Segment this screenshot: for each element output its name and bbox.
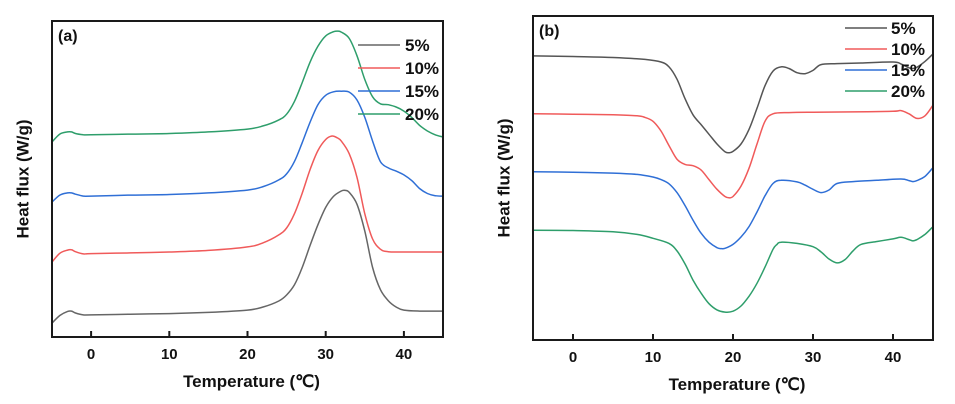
axes-frame-b: [532, 15, 934, 341]
legend-label: 20%: [891, 82, 925, 101]
series-line-10pct-b: [533, 104, 933, 199]
x-tick-label: 0: [87, 346, 95, 363]
x-ticks-b: 0 10 20 30 40: [569, 334, 902, 366]
legend-label: 15%: [405, 82, 439, 101]
legend-a: 5% 10% 15% 20%: [358, 36, 439, 124]
series-line-20pct-b: [533, 225, 933, 313]
series-line-5pct-b: [533, 53, 933, 154]
x-axis-label-a: Temperature (℃): [183, 372, 320, 391]
legend-label: 5%: [891, 19, 916, 38]
x-tick-label: 40: [396, 346, 413, 363]
chart-panel-a: 0 10 20 30 40 (a) Temperature (℃) Heat flux …: [13, 20, 444, 391]
curves-b: [533, 53, 933, 313]
legend-b: 5% 10% 15% 20%: [845, 19, 925, 101]
y-axis-label-a: Heat flux (W/g): [13, 120, 32, 239]
legend-label: 15%: [891, 61, 925, 80]
x-tick-label: 10: [161, 346, 178, 363]
x-tick-label: 40: [885, 349, 902, 366]
x-tick-label: 0: [569, 349, 577, 366]
curves-a: [52, 30, 443, 324]
x-axis-label-b: Temperature (℃): [669, 375, 806, 394]
x-tick-label: 20: [239, 346, 256, 363]
y-axis-label-b: Heat flux (W/g): [494, 119, 513, 238]
legend-label: 5%: [405, 36, 430, 55]
plot-area-b: [533, 53, 933, 313]
x-ticks-a: 0 10 20 30 40: [87, 331, 412, 363]
legend-label: 10%: [405, 59, 439, 78]
series-line-15pct-b: [533, 166, 933, 250]
panel-label-b: (b): [539, 23, 559, 40]
series-line-15pct-a: [52, 90, 443, 203]
x-tick-label: 30: [805, 349, 822, 366]
series-line-20pct-a: [52, 30, 443, 143]
plot-area-a: [52, 30, 443, 324]
x-tick-label: 20: [725, 349, 742, 366]
panel-label-a: (a): [58, 28, 78, 45]
legend-label: 20%: [405, 105, 439, 124]
series-line-10pct-a: [52, 135, 443, 263]
x-tick-label: 30: [317, 346, 334, 363]
chart-panel-b: 0 10 20 30 40 (b) Temperature (℃) Heat flux …: [494, 15, 934, 394]
legend-label: 10%: [891, 40, 925, 59]
series-line-5pct-a: [52, 189, 443, 324]
x-tick-label: 10: [645, 349, 662, 366]
